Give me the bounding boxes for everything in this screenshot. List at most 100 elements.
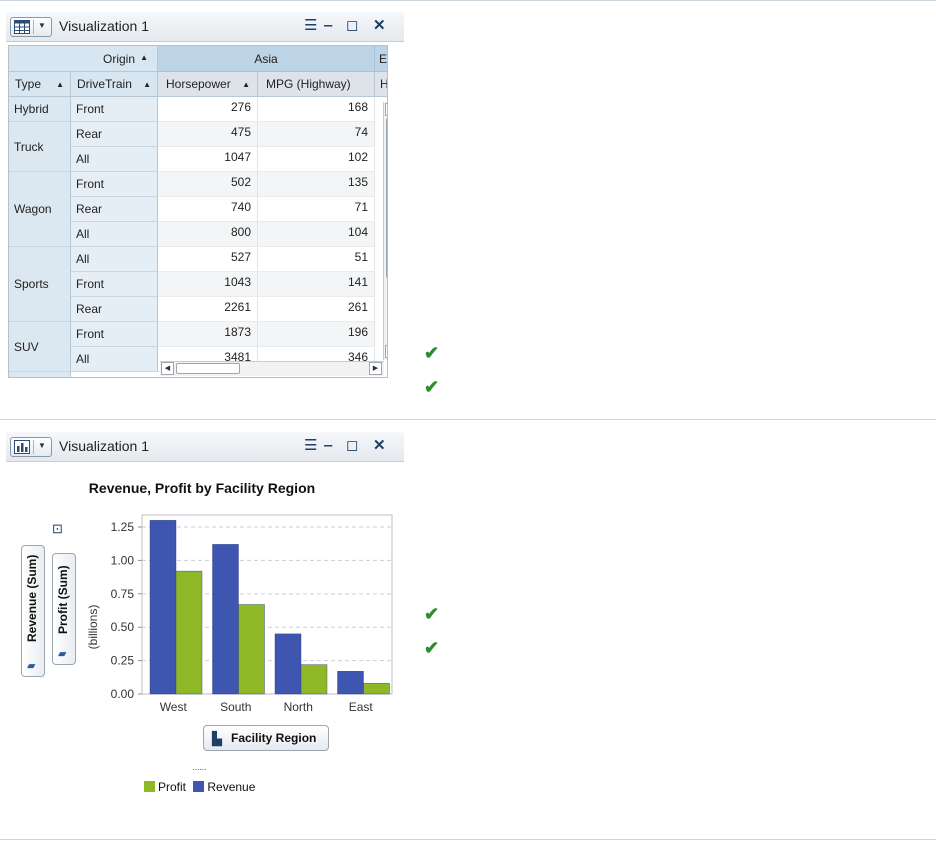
visualization-type-button[interactable]: ▼ [10, 437, 52, 457]
bar-revenue-east [337, 671, 364, 695]
legend-swatch-revenue [193, 781, 205, 792]
y-tick-label: 0.00 [111, 687, 135, 701]
horsepower-cell: 502 [158, 172, 258, 197]
checkmark-icon: ✔ [424, 377, 440, 397]
mpg-header[interactable]: MPG (Highway) [258, 72, 375, 97]
panel-title: Visualization 1 [59, 438, 150, 454]
chart-title: Revenue, Profit by Facility Region [88, 480, 316, 496]
y-axis-pill-profit[interactable]: Profit (Sum) ▰ [52, 553, 76, 665]
crosstab[interactable]: Origin ▲ Asia Eur Type ▲ DriveTrain ▲ Ho… [8, 45, 388, 378]
minimize-icon[interactable]: ‒ [324, 17, 333, 34]
mpg-cell: 196 [258, 322, 375, 347]
y-tick-label: 0.25 [111, 654, 135, 668]
drivetrain-cell: All [71, 147, 158, 172]
type-label: Sports [14, 277, 49, 291]
legend-label-revenue: Revenue [207, 780, 256, 794]
drivetrain-cell: All [71, 347, 158, 372]
scroll-right-button[interactable]: ▶ [369, 362, 382, 375]
close-icon[interactable]: ✕ [373, 17, 386, 34]
checkmark-icon: ✔ [424, 604, 440, 624]
x-tick-label: South [220, 700, 251, 714]
unlock-axis-icon[interactable]: ⊡ [52, 521, 63, 536]
mpg-cell: 71 [258, 197, 375, 222]
y-axis-pill-revenue[interactable]: Revenue (Sum) ▰ [21, 545, 45, 677]
drivetrain-cell: Rear [71, 122, 158, 147]
bar-profit-east [363, 683, 390, 695]
scroll-thumb[interactable] [176, 363, 240, 374]
drivetrain-cell: Rear [71, 297, 158, 322]
type-label: SUV [14, 340, 39, 354]
horsepower-cell: 740 [158, 197, 258, 222]
maximize-icon[interactable]: ◻ [346, 17, 359, 34]
bar-revenue-south [212, 544, 239, 695]
sort-icon[interactable]: ▲ [140, 53, 148, 62]
x-axis-pill[interactable]: ▙ Facility Region [203, 725, 329, 751]
type-header[interactable]: Type ▲ [9, 72, 71, 97]
scroll-thumb[interactable] [386, 118, 387, 278]
crosstab-icon [14, 20, 30, 34]
checkmark-icon: ✔ [424, 638, 440, 658]
y-tick-label: 1.25 [111, 520, 135, 534]
bar-revenue-north [274, 633, 302, 695]
horsepower-cell: 527 [158, 247, 258, 272]
menu-icon[interactable]: ☰ [304, 17, 318, 34]
category-icon: ▙ [212, 731, 222, 746]
close-icon[interactable]: ✕ [373, 437, 386, 454]
x-tick-label: North [284, 700, 313, 714]
type-label: Wagon [14, 202, 52, 216]
horizontal-scrollbar[interactable]: ◀ ▶ [160, 361, 384, 376]
panel2-titlebar: ▼ Visualization 1 ☰ ‒ ◻ ✕ [6, 432, 404, 462]
mpg-cell: 51 [258, 247, 375, 272]
checkmark-icon: ✔ [424, 343, 440, 363]
visualization-type-button[interactable]: ▼ [10, 17, 52, 37]
mpg-cell: 135 [258, 172, 375, 197]
x-tick-label: West [160, 700, 188, 714]
type-cell-hybrid: Hybrid [9, 97, 71, 122]
scroll-left-button[interactable]: ◀ [161, 362, 174, 375]
scroll-up-button[interactable]: ▲ [385, 103, 387, 116]
panel1-titlebar: ▼ Visualization 1 ☰ ‒ ◻ ✕ [6, 12, 404, 42]
horsepower-cell: 1873 [158, 322, 258, 347]
menu-icon[interactable]: ☰ [304, 437, 318, 454]
group-header-asia[interactable]: Asia [158, 46, 375, 72]
horsepower-cell: 800 [158, 222, 258, 247]
bar-profit-north [300, 664, 328, 695]
horsepower-cell: 1043 [158, 272, 258, 297]
measure-icon: ▰ [27, 660, 36, 672]
legend-label-profit: Profit [158, 780, 187, 794]
sort-icon: ▲ [242, 80, 250, 89]
bar-profit-west [175, 570, 203, 695]
drivetrain-header[interactable]: DriveTrain ▲ [71, 72, 158, 97]
x-axis-pill-label: Facility Region [231, 731, 317, 745]
truncated-header[interactable]: Hor [375, 72, 387, 97]
y-tick-label: 1.00 [111, 553, 135, 567]
vertical-scrollbar[interactable]: ▲ ▼ [383, 102, 387, 360]
drivetrain-cell: Rear [71, 197, 158, 222]
minimize-icon[interactable]: ‒ [324, 437, 333, 454]
y-tick-label: 0.50 [111, 620, 135, 634]
sort-icon: ▲ [56, 80, 64, 89]
legend-handle[interactable]: ······ [192, 764, 207, 775]
type-cell-truck: Truck [9, 122, 71, 172]
bottom-divider [0, 839, 936, 840]
type-label: Hybrid [14, 102, 49, 116]
drivetrain-cell: Front [71, 97, 158, 122]
drivetrain-cell: All [71, 222, 158, 247]
type-cell-partial [9, 372, 71, 377]
scroll-down-button[interactable]: ▼ [385, 345, 387, 358]
chevron-down-icon: ▼ [38, 441, 46, 450]
origin-header[interactable]: Origin [102, 52, 135, 66]
legend-swatch-profit [144, 781, 155, 792]
y-axis-label: (billions) [86, 605, 100, 650]
horsepower-cell: 2261 [158, 297, 258, 322]
maximize-icon[interactable]: ◻ [346, 437, 359, 454]
top-divider [0, 0, 936, 1]
group-header-europe[interactable]: Eur [375, 46, 387, 72]
bar-chart[interactable]: (billions) 0.00 0.25 0.50 0.75 1.00 1.25 West S… [0, 500, 404, 730]
middle-divider [0, 419, 936, 420]
horsepower-header[interactable]: Horsepower ▲ [158, 72, 258, 97]
bar-profit-south [238, 604, 265, 695]
type-cell-wagon: Wagon [9, 172, 71, 247]
mpg-cell: 168 [258, 97, 375, 122]
mpg-cell: 104 [258, 222, 375, 247]
